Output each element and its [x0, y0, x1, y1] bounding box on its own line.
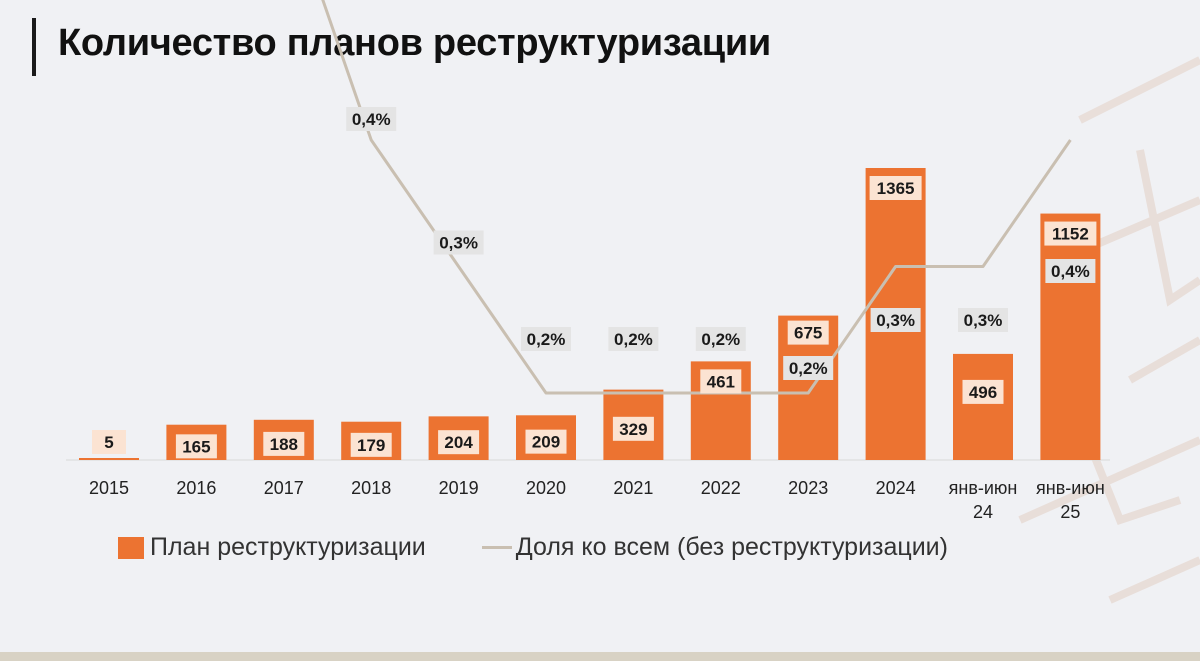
bar-0 [79, 458, 139, 460]
bar-label-9-text: 1365 [877, 179, 915, 198]
line-label-11: 0,4% [1045, 259, 1096, 283]
title-accent-bar [32, 18, 36, 76]
chart-legend: План реструктуризации Доля ко всем (без … [118, 533, 1004, 562]
bar-label-5-text: 209 [532, 433, 560, 452]
legend-label-line: Доля ко всем (без реструктуризации) [515, 533, 948, 561]
bar-label-8: 675 [787, 320, 829, 345]
line-label-6-bg [608, 327, 659, 351]
bar-11 [1040, 213, 1101, 460]
bar-label-0: 5 [92, 430, 126, 454]
bar-label-11-text: 1152 [1052, 225, 1089, 244]
legend-swatch-bar [118, 536, 144, 559]
line-label-4: 0,3% [433, 230, 484, 255]
bar-label-3-bg [350, 432, 392, 457]
bar-label-3: 179 [350, 432, 392, 457]
line-label-9-text: 0,3% [876, 311, 915, 330]
bar-label-9-bg [869, 176, 922, 200]
bar-label-1: 165 [175, 434, 217, 459]
line-label-6-text: 0,2% [614, 330, 653, 349]
line-label-8-text: 0,2% [789, 359, 828, 378]
line-label-7: 0,2% [695, 327, 746, 351]
bar-label-11-bg [1044, 221, 1097, 246]
line-label-5-bg [521, 327, 571, 351]
bar-label-4: 204 [438, 430, 480, 455]
bar-label-1-bg [175, 434, 217, 459]
bar-label-3-text: 179 [357, 436, 385, 455]
bottom-strip [0, 652, 1200, 661]
line-label-4-text: 0,3% [439, 234, 478, 253]
line-label-5-text: 0,2% [527, 330, 566, 349]
bar-label-2: 188 [263, 431, 305, 456]
category-label-10-line-1: 24 [973, 502, 993, 522]
category-label-10-line-0: янв-июн [949, 478, 1018, 498]
bar-label-10-text: 496 [969, 383, 997, 402]
bar-label-4-bg [438, 430, 480, 455]
bar-label-0-bg [92, 430, 126, 454]
line-label-10-text: 0,3% [964, 311, 1003, 330]
category-label-5: 2020 [526, 478, 566, 498]
bar-label-6: 329 [612, 416, 654, 441]
category-label-6: 2021 [613, 478, 653, 498]
line-label-5: 0,2% [521, 327, 571, 351]
bar-10 [953, 353, 1013, 460]
bar-label-7: 461 [700, 369, 742, 394]
line-label-7-bg [695, 327, 746, 351]
legend-swatch-line [481, 546, 512, 549]
bar-label-8-bg [787, 320, 829, 345]
line-label-10-bg [958, 308, 1008, 332]
line-label-11-text: 0,4% [1051, 262, 1090, 281]
category-label-1: 2016 [176, 478, 216, 498]
category-label-9: 2024 [876, 478, 916, 498]
bar-label-2-bg [263, 431, 305, 456]
bar-label-0-text: 5 [104, 433, 113, 452]
line-label-3-text: 0,4% [352, 110, 391, 129]
bar-label-6-bg [612, 416, 654, 441]
line-label-6: 0,2% [608, 327, 659, 351]
line-label-9-bg [870, 308, 921, 332]
category-label-2: 2017 [264, 478, 304, 498]
legend-item-bar: План реструктуризации [118, 533, 426, 562]
bar-label-5-bg [525, 429, 567, 454]
line-label-11-bg [1045, 259, 1096, 283]
category-label-4: 2019 [439, 478, 479, 498]
line-label-8-bg [783, 356, 834, 380]
category-label-11-line-0: янв-июн [1036, 478, 1105, 498]
bar-label-10-bg [962, 379, 1004, 404]
line-label-4-bg [433, 230, 484, 255]
bar-label-11: 1152 [1044, 221, 1097, 246]
category-label-0: 2015 [89, 478, 129, 498]
legend-item-line: Доля ко всем (без реструктуризации) [481, 533, 948, 562]
bar-label-8-text: 675 [794, 324, 822, 343]
share-line [321, 0, 1072, 395]
category-label-8: 2023 [788, 478, 828, 498]
bar-label-4-text: 204 [444, 433, 473, 452]
bar-label-6-text: 329 [619, 420, 647, 439]
bar-label-7-text: 461 [707, 372, 735, 391]
legend-label-bar: План реструктуризации [150, 533, 426, 561]
line-label-3: 0,4% [346, 107, 397, 131]
line-label-8: 0,2% [783, 356, 834, 380]
line-label-7-text: 0,2% [701, 330, 740, 349]
bar-label-7-bg [700, 369, 742, 394]
bar-label-10: 496 [962, 379, 1004, 404]
bar-label-1-text: 165 [182, 437, 210, 456]
category-label-7: 2022 [701, 478, 741, 498]
page-title: Количество планов реструктуризации [58, 22, 771, 64]
line-label-10: 0,3% [958, 308, 1008, 332]
bar-label-5: 209 [525, 429, 567, 454]
line-label-3-bg [346, 107, 397, 131]
category-label-3: 2018 [351, 478, 391, 498]
category-label-11-line-1: 25 [1060, 502, 1080, 522]
bar-label-2-text: 188 [270, 435, 298, 454]
bar-label-9: 1365 [869, 176, 922, 200]
line-label-9: 0,3% [870, 308, 921, 332]
